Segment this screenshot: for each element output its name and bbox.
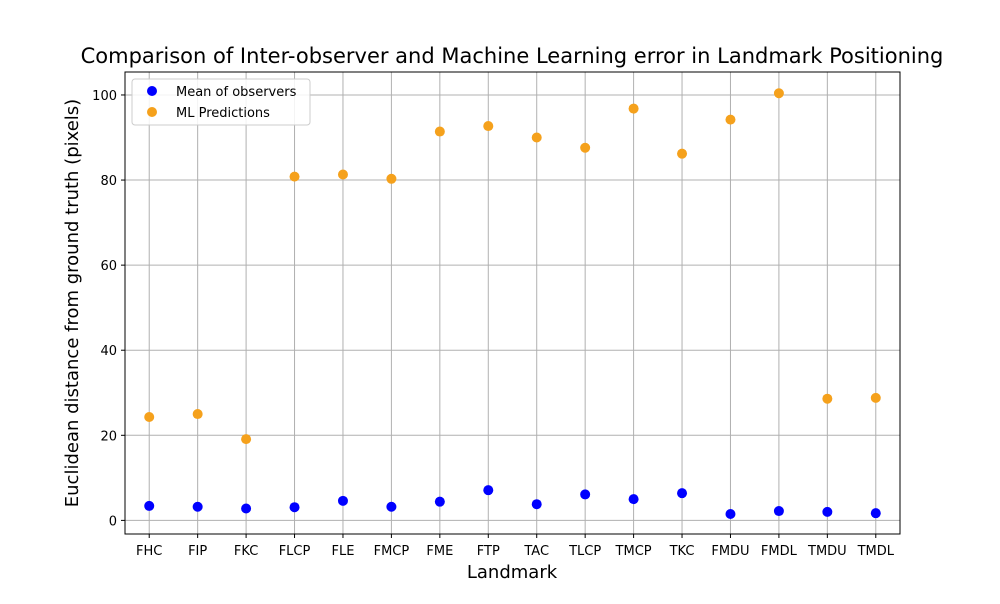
x-tick-label: TMCP (615, 544, 652, 559)
points-layer (144, 88, 881, 520)
x-tick-label: FHC (136, 544, 162, 559)
legend-box (131, 78, 311, 126)
x-tick-label: TMDU (807, 544, 847, 559)
ticks-layer: FHC FIP FKC FLCP FLE FMCP FME FTP TAC TLCP TMCP TKC… (92, 89, 895, 559)
x-tick-label: FKC (234, 544, 258, 559)
data-point-ml-predictions (773, 88, 784, 99)
x-axis-label: Landmark (467, 562, 558, 583)
x-tick-label: TAC (523, 544, 549, 559)
data-point-mean-of-observers (192, 501, 203, 512)
data-point-ml-predictions (628, 103, 639, 114)
data-point-ml-predictions (725, 114, 736, 125)
data-point-mean-of-observers (241, 503, 252, 514)
data-point-mean-of-observers (677, 488, 688, 499)
x-tick-label: FMCP (374, 544, 410, 559)
y-axis-label: Euclidean distance from ground truth (pi… (62, 99, 83, 507)
x-tick-label: TMDL (857, 544, 895, 559)
legend: Mean of observers ML Predictions (131, 78, 311, 126)
y-tick-label: 20 (100, 429, 117, 444)
x-tick-label: TLCP (568, 544, 601, 559)
plot-frame (124, 71, 901, 535)
data-point-mean-of-observers (434, 496, 445, 507)
data-point-mean-of-observers (144, 500, 155, 511)
data-point-ml-predictions (870, 392, 881, 403)
data-point-mean-of-observers (337, 495, 348, 506)
data-point-mean-of-observers (725, 509, 736, 520)
data-point-ml-predictions (386, 173, 397, 184)
legend-label-mean-of-observers: Mean of observers (176, 85, 297, 100)
data-point-mean-of-observers (822, 506, 833, 517)
y-tick-label: 0 (109, 514, 117, 529)
y-tick-label: 40 (100, 344, 117, 359)
data-point-ml-predictions (822, 393, 833, 404)
data-point-mean-of-observers (773, 506, 784, 517)
y-tick-label: 100 (92, 89, 117, 104)
y-tick-label: 60 (100, 259, 117, 274)
data-point-ml-predictions (434, 126, 445, 137)
x-tick-label: FIP (188, 544, 207, 559)
data-point-ml-predictions (144, 412, 155, 423)
data-point-ml-predictions (289, 171, 300, 182)
data-point-ml-predictions (337, 169, 348, 180)
data-point-ml-predictions (531, 132, 542, 143)
legend-marker-mean-of-observers (147, 86, 157, 96)
data-point-ml-predictions (483, 121, 494, 132)
legend-label-ml-predictions: ML Predictions (176, 106, 270, 121)
data-point-mean-of-observers (580, 489, 591, 500)
x-tick-label: FLE (332, 544, 355, 559)
data-point-mean-of-observers (870, 508, 881, 519)
x-tick-label: FMDU (711, 544, 749, 559)
data-point-ml-predictions (241, 434, 252, 445)
data-point-ml-predictions (192, 409, 203, 420)
x-tick-label: TKC (669, 544, 695, 559)
y-tick-label: 80 (100, 174, 117, 189)
data-point-mean-of-observers (628, 494, 639, 505)
x-tick-label: FTP (477, 544, 500, 559)
data-point-mean-of-observers (483, 485, 494, 496)
data-point-mean-of-observers (289, 502, 300, 513)
data-point-ml-predictions (580, 142, 591, 153)
data-point-mean-of-observers (386, 501, 397, 512)
data-point-ml-predictions (677, 148, 688, 159)
x-tick-label: FLCP (279, 544, 311, 559)
legend-marker-ml-predictions (147, 107, 157, 117)
data-point-mean-of-observers (531, 499, 542, 510)
chart-title: Comparison of Inter-observer and Machine… (81, 44, 944, 68)
grid-layer (125, 72, 900, 534)
x-tick-label: FMDL (761, 544, 798, 559)
x-tick-label: FME (426, 544, 453, 559)
